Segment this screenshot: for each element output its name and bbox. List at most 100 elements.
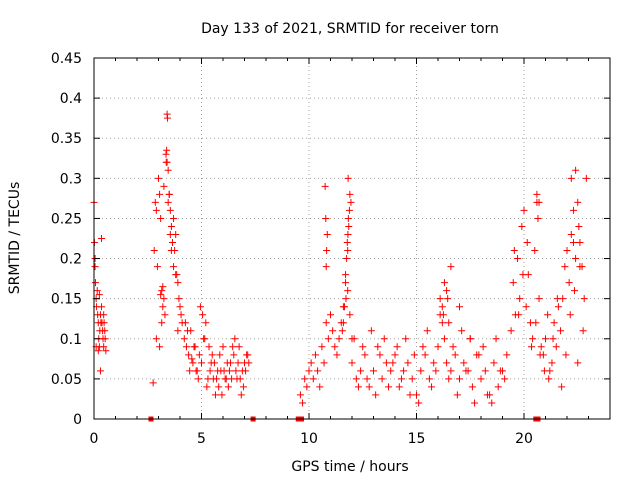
- data-point: [101, 327, 109, 335]
- data-point: [94, 347, 102, 355]
- data-point: [335, 335, 343, 343]
- data-point: [374, 343, 382, 351]
- data-point: [181, 319, 189, 327]
- data-point: [350, 335, 358, 343]
- data-point: [208, 351, 216, 359]
- data-point: [230, 351, 238, 359]
- y-axis-label: SRMTID / TECUs: [7, 182, 23, 295]
- data-point: [234, 359, 242, 367]
- data-point: [186, 367, 194, 375]
- data-point: [167, 222, 175, 230]
- data-point: [537, 343, 545, 351]
- chart-title: Day 133 of 2021, SRMTID for receiver tor…: [201, 21, 499, 37]
- data-point: [166, 230, 174, 238]
- data-point: [520, 206, 528, 214]
- data-point: [443, 359, 451, 367]
- data-point: [569, 206, 577, 214]
- data-point: [430, 359, 438, 367]
- data-point: [323, 230, 331, 238]
- y-tick-label: 0.05: [51, 372, 82, 388]
- data-point: [571, 287, 579, 295]
- data-point: [324, 335, 332, 343]
- data-point: [380, 335, 388, 343]
- data-point: [100, 311, 108, 319]
- data-point: [367, 327, 375, 335]
- data-point: [176, 303, 184, 311]
- data-point: [387, 367, 395, 375]
- data-point: [206, 367, 214, 375]
- data-point: [149, 379, 157, 387]
- data-point: [488, 399, 496, 407]
- data-point: [150, 247, 158, 255]
- data-point: [522, 303, 530, 311]
- y-tick-label: 0.35: [51, 131, 82, 147]
- data-point: [534, 214, 542, 222]
- data-point: [569, 239, 577, 247]
- data-point: [554, 303, 562, 311]
- data-point: [365, 383, 373, 391]
- data-point: [162, 158, 170, 166]
- data-point: [575, 222, 583, 230]
- data-point: [318, 343, 326, 351]
- data-point: [198, 359, 205, 367]
- y-tick-label: 0.15: [51, 292, 82, 308]
- data-point: [299, 399, 307, 407]
- data-point: [453, 391, 461, 399]
- data-point: [404, 359, 412, 367]
- data-point: [190, 343, 198, 351]
- data-point: [165, 190, 173, 198]
- data-point: [561, 263, 569, 271]
- data-point: [385, 383, 393, 391]
- data-point: [342, 295, 350, 303]
- data-point: [451, 351, 459, 359]
- data-point: [160, 295, 168, 303]
- data-point: [531, 247, 539, 255]
- data-point: [444, 295, 452, 303]
- axis-ticks: [93, 57, 610, 420]
- data-point: [296, 391, 304, 399]
- data-point: [348, 359, 356, 367]
- data-point: [419, 343, 427, 351]
- data-point: [528, 343, 536, 351]
- data-point: [445, 375, 453, 383]
- data-point: [415, 399, 423, 407]
- data-point: [439, 311, 447, 319]
- data-point: [572, 166, 580, 174]
- data-point: [533, 190, 541, 198]
- data-point: [376, 351, 384, 359]
- data-point: [102, 347, 110, 355]
- data-point: [496, 367, 504, 375]
- data-point: [462, 367, 470, 375]
- data-point: [344, 214, 352, 222]
- data-point: [327, 311, 334, 319]
- data-point: [244, 351, 252, 359]
- data-point: [152, 206, 160, 214]
- data-point: [224, 383, 232, 391]
- data-point: [322, 319, 330, 327]
- data-point: [153, 263, 161, 271]
- data-point: [201, 335, 209, 343]
- data-point: [423, 327, 431, 335]
- data-point: [168, 239, 176, 247]
- data-point: [345, 222, 353, 230]
- data-point: [311, 351, 319, 359]
- data-point: [164, 198, 172, 206]
- data-point: [458, 327, 466, 335]
- data-point: [580, 295, 588, 303]
- data-point: [557, 327, 565, 335]
- data-point: [322, 263, 330, 271]
- data-point: [156, 343, 164, 351]
- data-point: [492, 335, 500, 343]
- data-point: [574, 198, 582, 206]
- data-point: [447, 367, 455, 375]
- data-point: [207, 359, 215, 367]
- data-point: [447, 263, 455, 271]
- data-point: [222, 375, 230, 383]
- data-point: [449, 343, 457, 351]
- data-point: [354, 383, 362, 391]
- data-point: [523, 239, 531, 247]
- data-point: [184, 327, 192, 335]
- data-point: [309, 375, 317, 383]
- data-point: [503, 351, 511, 359]
- data-point: [162, 150, 170, 158]
